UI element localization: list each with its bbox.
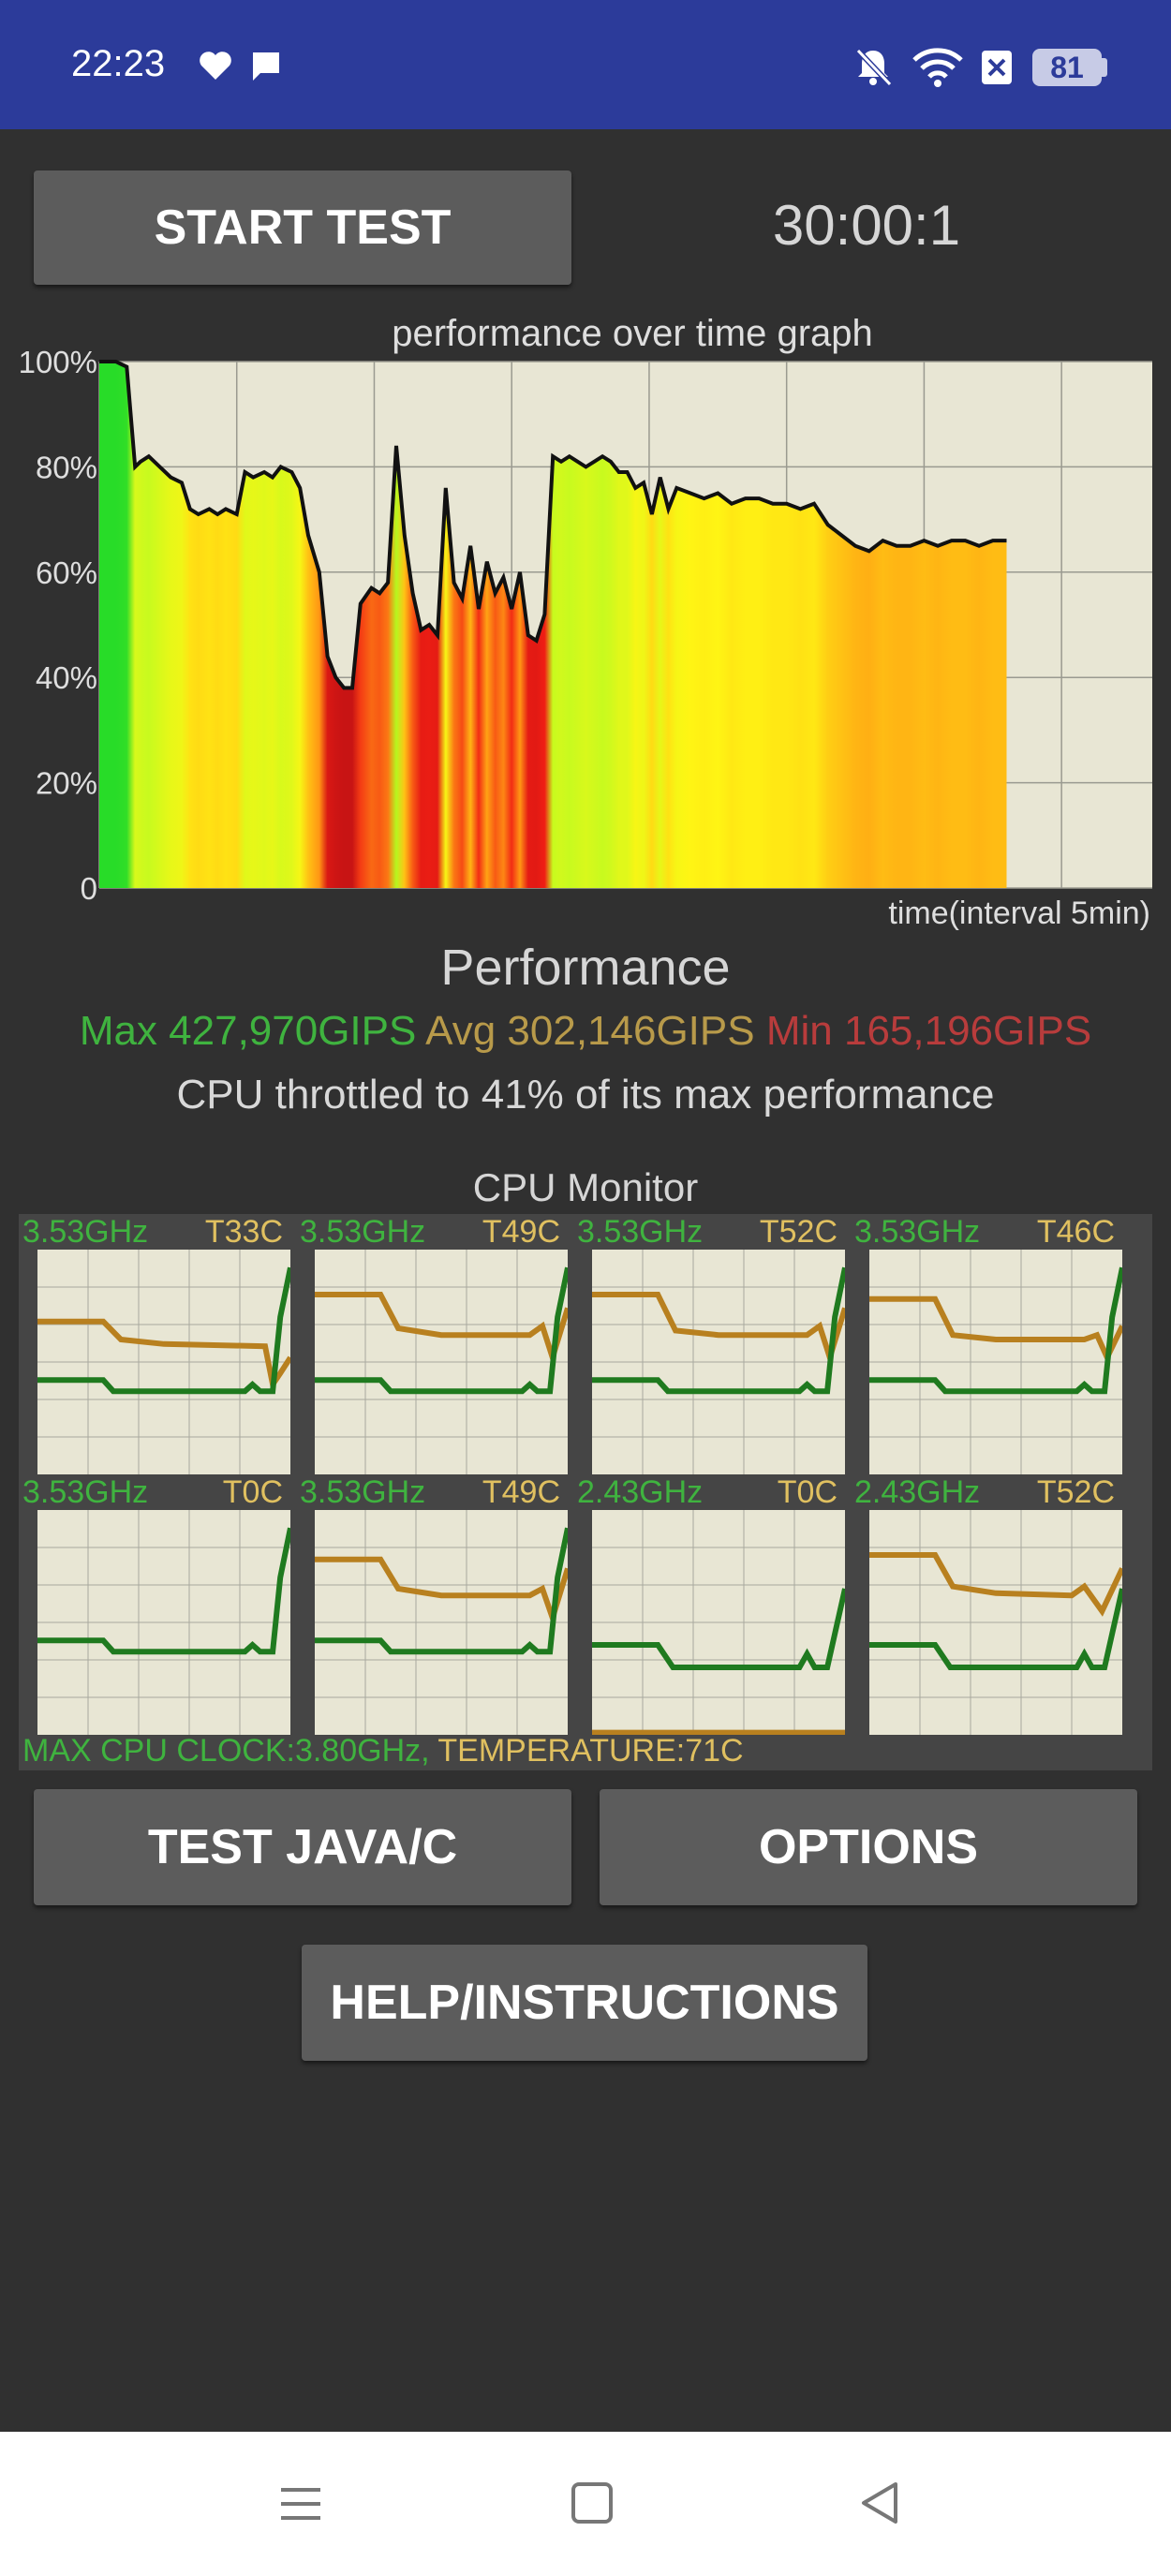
cpu-core-5: 3.53GHz T49C <box>296 1474 573 1735</box>
frequency-line <box>315 1266 568 1395</box>
menu-icon[interactable] <box>277 2480 324 2527</box>
temperature-line <box>315 1556 568 1627</box>
core-temperature: T52C <box>759 1214 837 1250</box>
core-temperature: T46C <box>1036 1214 1115 1250</box>
cpu-footer: MAX CPU CLOCK:3.80GHz, TEMPERATURE:71C <box>22 1733 744 1769</box>
cpu-core-1: 3.53GHz T49C <box>296 1214 573 1474</box>
cpu-core-7: 2.43GHz T52C <box>851 1474 1128 1735</box>
performance-graph: 100% 80% 60% 40% 20% 0 time(interval 5min) <box>19 347 1152 931</box>
temperature-line <box>315 1292 568 1368</box>
options-button[interactable]: OPTIONS <box>600 1789 1137 1905</box>
status-bar: 22:23 81 <box>0 0 1171 129</box>
core-temperature: T0C <box>222 1474 283 1510</box>
core-temperature: T0C <box>777 1474 837 1510</box>
cpu-core-0: 3.53GHz T33C <box>19 1214 296 1474</box>
core-graph <box>869 1510 1122 1735</box>
core-frequency: 3.53GHz <box>854 1214 981 1250</box>
frequency-line <box>592 1588 845 1670</box>
core-graph <box>592 1250 845 1474</box>
x-axis-label: time(interval 5min) <box>888 896 1150 931</box>
core-temperature: T49C <box>482 1214 560 1250</box>
max-cpu-clock: MAX CPU CLOCK:3.80GHz, <box>22 1733 430 1769</box>
temperature-line <box>592 1292 845 1368</box>
y-tick-label: 40% <box>36 660 97 695</box>
core-frequency: 3.53GHz <box>577 1214 704 1250</box>
temperature-line <box>869 1552 1122 1617</box>
frequency-line <box>592 1266 845 1395</box>
status-time: 22:23 <box>71 43 166 84</box>
heart-icon <box>200 52 231 80</box>
core-graph <box>37 1250 290 1474</box>
cpu-core-6: 2.43GHz T0C <box>573 1474 851 1735</box>
core-temperature: T52C <box>1036 1474 1115 1510</box>
throttle-text: CPU throttled to 41% of its max performa… <box>176 1072 995 1118</box>
avg-performance: Avg 302,146GIPS <box>425 1008 755 1054</box>
frequency-line <box>315 1527 568 1655</box>
temperature-line <box>37 1318 290 1392</box>
performance-heading: Performance <box>440 940 731 996</box>
performance-line <box>99 360 1007 690</box>
y-tick-label: 60% <box>36 555 97 590</box>
bell-muted-icon <box>855 48 893 87</box>
y-tick-label: 100% <box>19 347 97 379</box>
performance-stats: Max 427,970GIPS Avg 302,146GIPS Min 165,… <box>0 1008 1171 1055</box>
battery-icon: 81 <box>1032 49 1102 86</box>
core-graph <box>592 1510 845 1735</box>
frequency-line <box>37 1527 290 1655</box>
y-tick-label: 20% <box>36 766 97 801</box>
core-frequency: 2.43GHz <box>854 1474 981 1510</box>
cpu-core-4: 3.53GHz T0C <box>19 1474 296 1735</box>
cpu-core-2: 3.53GHz T52C <box>573 1214 851 1474</box>
cpu-monitor-panel: MAX CPU CLOCK:3.80GHz, TEMPERATURE:71C 3… <box>19 1214 1152 1770</box>
sim-x-icon <box>982 51 1012 84</box>
navigation-bar <box>0 2432 1171 2576</box>
frequency-line <box>869 1588 1122 1670</box>
core-graph <box>37 1510 290 1735</box>
core-frequency: 3.53GHz <box>300 1214 426 1250</box>
core-graph <box>315 1510 568 1735</box>
core-graph <box>869 1250 1122 1474</box>
core-graph <box>315 1250 568 1474</box>
y-tick-label: 0 <box>81 871 97 906</box>
core-temperature: T33C <box>204 1214 283 1250</box>
max-performance: Max 427,970GIPS <box>79 1008 417 1054</box>
cpu-monitor-title: CPU Monitor <box>472 1165 699 1209</box>
test-java-c-button[interactable]: TEST JAVA/C <box>34 1789 571 1905</box>
y-tick-label: 80% <box>36 450 97 484</box>
core-frequency: 3.53GHz <box>22 1214 149 1250</box>
start-test-button[interactable]: START TEST <box>34 170 571 285</box>
frequency-line <box>869 1266 1122 1395</box>
core-frequency: 3.53GHz <box>22 1474 149 1510</box>
back-icon[interactable] <box>856 2479 901 2527</box>
chat-icon <box>253 52 279 81</box>
temperature-line <box>869 1295 1122 1365</box>
max-temperature: TEMPERATURE:71C <box>429 1733 744 1769</box>
core-temperature: T49C <box>482 1474 560 1510</box>
frequency-line <box>37 1266 290 1395</box>
y-axis-labels: 100% 80% 60% 40% 20% 0 <box>19 347 97 906</box>
core-frequency: 3.53GHz <box>300 1474 426 1510</box>
graph-title: performance over time graph <box>392 313 873 354</box>
wifi-icon <box>912 48 963 87</box>
min-performance: Min 165,196GIPS <box>765 1008 1092 1054</box>
help-instructions-button[interactable]: HELP/INSTRUCTIONS <box>302 1945 867 2061</box>
core-frequency: 2.43GHz <box>577 1474 704 1510</box>
test-timer: 30:00:1 <box>772 194 961 257</box>
battery-tip <box>1102 58 1107 77</box>
cpu-core-3: 3.53GHz T46C <box>851 1214 1128 1474</box>
home-icon[interactable] <box>570 2480 615 2525</box>
